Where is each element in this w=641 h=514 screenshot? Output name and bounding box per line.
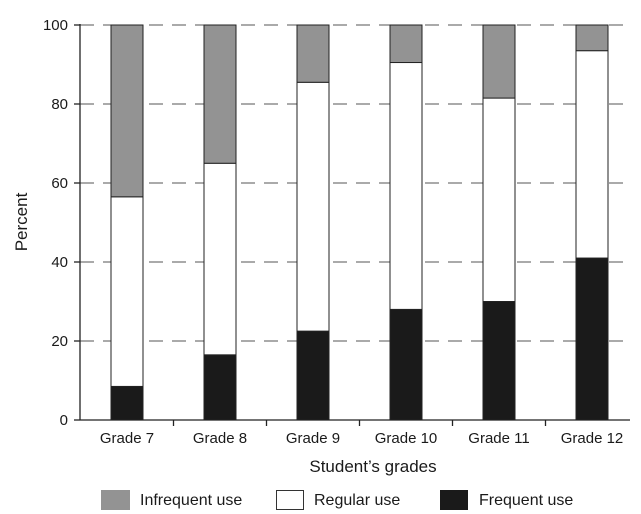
y-tick-label-20: 20 [51,333,68,350]
bar-grade-7-frequent-use [110,385,144,421]
legend-label-regular-use: Regular use [314,492,400,509]
bar-grade-9-regular-use [296,81,330,332]
bar-grade-12-frequent-use [575,257,609,421]
x-tick-label-grade-7: Grade 7 [100,430,154,447]
bar-grade-11-frequent-use [482,301,516,421]
x-tick-label-grade-11: Grade 11 [468,430,529,447]
bar-grade-8-frequent-use [203,354,237,421]
x-tick-label-grade-8: Grade 8 [193,430,247,447]
gridlines [80,24,630,342]
legend-swatch-regular-use [276,490,304,510]
bar-grade-9-infrequent-use [296,24,330,83]
x-tick-label-grade-12: Grade 12 [561,430,624,447]
tick-labels: 0 20 40 60 80 100 Grade 7 Grade 8 Grade 9 Grade 1… [43,17,623,447]
bar-grade-12-regular-use [575,50,609,259]
y-tick-label-60: 60 [51,175,68,192]
legend-swatch-frequent-use [440,490,468,510]
y-tick-label-0: 0 [60,412,68,429]
bar-grade-8-infrequent-use [203,24,237,164]
bar-grade-7-infrequent-use [110,24,144,198]
bars [110,24,609,421]
bar-grade-9-frequent-use [296,330,330,421]
legend-label-infrequent-use: Infrequent use [140,492,242,509]
legend: Infrequent use Regular use Frequent use [101,490,573,510]
bar-grade-11-regular-use [482,97,516,302]
bar-grade-11-infrequent-use [482,24,516,99]
y-tick-label-100: 100 [43,17,68,34]
y-tick-label-80: 80 [51,96,68,113]
y-tick-label-40: 40 [51,254,68,271]
bar-grade-12-infrequent-use [575,24,609,52]
bar-grade-10-infrequent-use [389,24,423,64]
legend-swatch-infrequent-use [101,490,130,510]
bar-grade-10-regular-use [389,62,423,310]
bar-grade-7-regular-use [110,196,144,387]
bar-grade-8-regular-use [203,162,237,356]
x-tick-label-grade-10: Grade 10 [375,430,438,447]
y-axis-title: Percent [12,192,31,251]
legend-label-frequent-use: Frequent use [479,492,573,509]
x-axis-title: Student’s grades [309,457,436,476]
axes [74,24,630,426]
bar-grade-10-frequent-use [389,308,423,421]
x-tick-label-grade-9: Grade 9 [286,430,340,447]
